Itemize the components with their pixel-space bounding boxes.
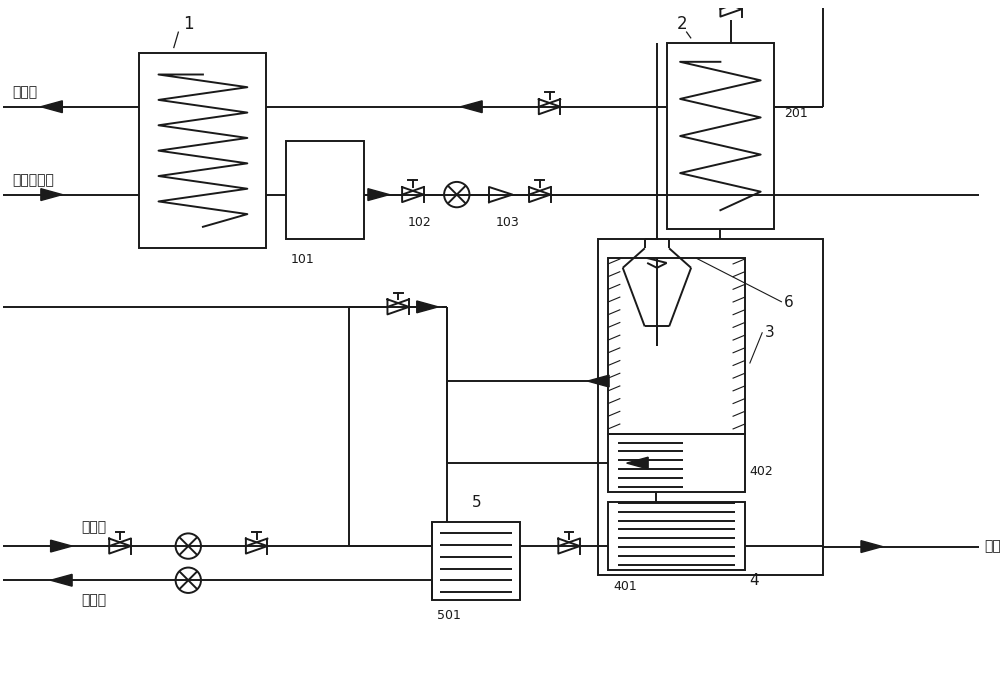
Polygon shape [461,101,482,113]
Bar [667,43,774,228]
Bar [608,258,745,434]
Text: 1: 1 [183,14,194,33]
Text: 淡水: 淡水 [984,540,1000,554]
Text: 原海水: 原海水 [81,521,106,534]
Bar [432,521,520,600]
Bar [286,141,364,239]
Text: 401: 401 [613,580,637,593]
Polygon shape [51,540,72,552]
Text: 3: 3 [764,325,774,340]
Bar [608,502,745,571]
Text: 101: 101 [291,253,315,266]
Text: 2: 2 [676,14,687,33]
Text: 6: 6 [784,295,794,310]
Polygon shape [861,541,882,552]
Polygon shape [41,101,62,113]
Text: 4: 4 [750,573,759,588]
Text: 402: 402 [750,465,773,478]
Bar [139,53,266,248]
Text: 天然气: 天然气 [13,85,38,99]
Text: 201: 201 [784,108,808,121]
Text: 5: 5 [471,495,481,510]
Bar [598,239,823,576]
Polygon shape [368,189,389,200]
Polygon shape [588,375,609,387]
Polygon shape [627,457,648,469]
Text: 液化天然气: 液化天然气 [13,173,54,187]
Polygon shape [51,574,72,586]
Text: 501: 501 [437,609,461,622]
Polygon shape [41,189,62,200]
Text: 102: 102 [408,216,432,229]
Text: 103: 103 [496,216,520,229]
Bar [608,434,745,493]
Text: 浓海水: 浓海水 [81,593,106,608]
Polygon shape [417,301,438,313]
